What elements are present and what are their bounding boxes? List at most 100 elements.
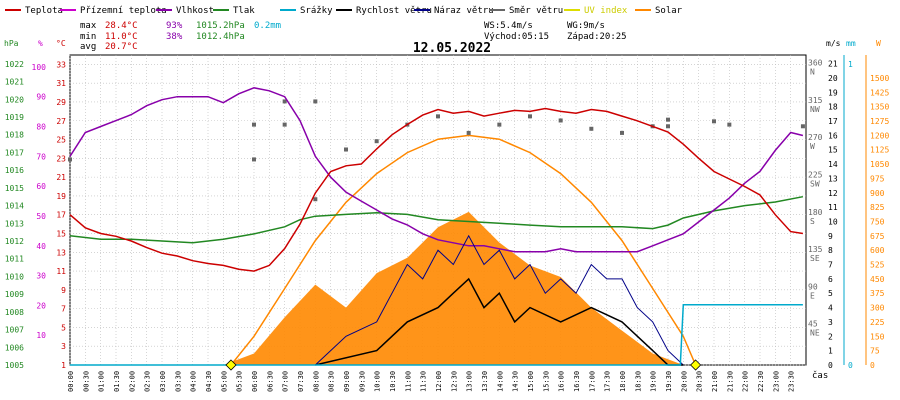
solar-tick: 75 [870,347,880,356]
wind-tick: 8 [828,246,833,255]
wind-dir-point [68,157,72,162]
stat-min-press: 1012.4hPa [196,32,245,42]
x-tick-label: 23:00 [772,371,780,392]
x-tick-label: 07:30 [297,371,305,392]
humidity-tick: 80 [36,123,46,132]
wind-tick: 21 [828,60,838,69]
wind-dir-point [282,99,287,104]
solar-tick: 1425 [870,88,889,97]
x-tick-label: 00:30 [82,371,90,392]
x-tick-label: 23:30 [788,371,796,392]
direction-tick: 225 [808,171,823,180]
pressure-tick: 1020 [5,95,24,104]
legend-item: Směr větru [489,6,563,16]
series-náraz-větru [314,234,684,366]
x-tick-label: 02:00 [128,371,136,392]
x-tick-label: 05:00 [220,371,228,392]
legend-label: Srážky [300,6,333,16]
axis-unit-label: m/s [826,39,841,48]
legend-label: Rychlost větru [356,6,432,16]
pressure-tick: 1022 [5,60,24,69]
wind-dir-point [620,130,624,135]
x-tick-label: 16:00 [558,371,566,392]
pressure-tick: 1018 [5,131,24,140]
solar-tick: 1275 [870,117,889,126]
wind-dir-point [252,122,256,127]
x-tick-label: 18:30 [634,371,642,392]
wind-dir-point [282,122,287,127]
solar-tick: 1200 [870,131,889,140]
x-tick-label: 05:30 [236,371,244,392]
solar-tick: 0 [870,361,875,370]
wind-dir-point [344,147,348,152]
direction-tick: 180 [808,208,823,217]
axis-unit-label: hPa [4,39,19,48]
wind-tick: 15 [828,146,838,155]
pressure-tick: 1010 [5,272,24,281]
axis-unit-label: mm [846,39,856,48]
wind-dir-point [666,124,670,129]
x-tick-label: 22:30 [757,371,765,392]
solar-tick: 1125 [870,146,889,155]
x-tick-label: 21:00 [711,371,719,392]
wind-tick: 20 [828,74,838,83]
x-tick-label: 16:30 [573,371,581,392]
solar-tick: 975 [870,174,885,183]
pressure-tick: 1013 [5,219,24,228]
series-solar-max [230,134,697,366]
legend-item: Náraz větru [414,6,494,16]
pressure-tick: 1006 [5,343,24,352]
x-tick-label: 13:30 [481,371,489,392]
wind-tick: 10 [828,217,838,226]
stat-rain: 0.2mm [254,21,281,31]
wind-tick: 2 [828,332,833,341]
direction-label: SE [810,254,820,263]
stat-max-press: 1015.2hPa [196,21,245,31]
stats-panel: max 28.4°C 93% 1015.2hPa 0.2mm min 11.0°… [80,21,627,52]
x-tick-label: 03:00 [159,371,167,392]
solar-tick: 600 [870,246,885,255]
wind-tick: 19 [828,88,838,97]
wind-dir-point [528,114,532,119]
wind-tick: 3 [828,318,833,327]
sun-marker [690,359,702,371]
x-tick-label: 14:30 [512,371,520,392]
wind-tick: 11 [828,203,838,212]
temperature-tick: 25 [56,136,66,145]
x-tick-label: 04:30 [205,371,213,392]
series-rychlost-větru [315,277,684,366]
temperature-tick: 21 [56,173,66,182]
humidity-tick: 10 [36,331,46,340]
wind-dir-point [497,122,502,127]
direction-label: E [810,291,815,300]
solar-tick: 450 [870,275,885,284]
axes: 00:00 00:30 01:00 01:30 02:00 02:30 03:00 03:30… [4,39,889,392]
x-tick-label: 01:30 [113,371,121,392]
direction-label: NE [810,329,820,338]
legend-label: Přízemní teplota [80,6,167,16]
x-tick-label: 14:00 [496,371,504,392]
x-tick-label: 03:30 [174,371,182,392]
x-tick-label: 15:30 [542,371,550,392]
solar-tick: 300 [870,304,885,313]
solar-tick: 150 [870,332,885,341]
solar-tick: 675 [870,232,885,241]
pressure-tick: 1012 [5,237,24,246]
x-tick-label: 21:30 [726,371,734,392]
wind-tick: 12 [828,189,838,198]
x-tick-label: 06:30 [266,371,274,392]
x-tick-label: 08:30 [328,371,336,392]
pressure-tick: 1007 [5,326,24,335]
pressure-tick: 1015 [5,184,24,193]
direction-tick: 270 [808,133,823,142]
wind-dir-point [589,126,594,131]
solar-tick: 1500 [870,74,889,83]
solar-tick: 900 [870,189,885,198]
x-tick-label: 22:00 [742,371,750,392]
legend-item: Solar [635,6,683,16]
temperature-tick: 5 [61,323,66,332]
sun-marker [225,359,237,371]
wind-tick: 6 [828,275,833,284]
x-tick-label: 17:30 [604,371,612,392]
temperature-tick: 29 [56,98,66,107]
